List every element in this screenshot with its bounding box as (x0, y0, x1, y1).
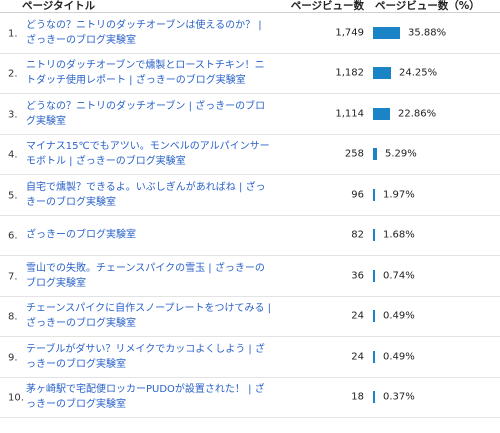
row-rank: 7. (8, 271, 18, 283)
row-page-title-link[interactable]: 自宅で燻製？できるよ。いぶしぎんがあればね | ざっきーのブログ実験室 (26, 181, 266, 208)
row-percent: 0.37% (383, 391, 415, 403)
table-header: ページタイトル ページビュー数 ページビュー数（%） (0, 0, 500, 13)
row-share-bar (373, 269, 375, 282)
row-pageviews: 24 (351, 310, 364, 322)
row-rank: 6. (8, 230, 18, 242)
table-row: 4. マイナス15℃でもアツい。モンベルのアルパインサーモボトル | ざっきーのブ… (0, 135, 500, 175)
header-pageviews[interactable]: ページビュー数 (290, 0, 364, 12)
row-pageviews: 1,114 (335, 108, 364, 120)
pageview-table: ページタイトル ページビュー数 ページビュー数（%） 1. どうなの？ニトリのダッ… (0, 0, 500, 418)
table-body: 1. どうなの？ニトリのダッチオーブンは使えるのか？ | ざっきーのブログ実験室 1… (0, 13, 500, 418)
row-share-bar (373, 107, 390, 120)
row-share-bar (373, 26, 400, 39)
row-share-bar (373, 350, 375, 363)
row-pageviews: 24 (351, 351, 364, 363)
row-page-title-link[interactable]: 茅ヶ崎駅で宅配便ロッカーPUDOが設置された！ | ざっきーのブログ実験室 (26, 384, 265, 411)
table-row: 1. どうなの？ニトリのダッチオーブンは使えるのか？ | ざっきーのブログ実験室 1… (0, 13, 500, 54)
table-row: 10. 茅ヶ崎駅で宅配便ロッカーPUDOが設置された！ | ざっきーのブログ実験室… (0, 378, 500, 418)
row-percent: 24.25% (399, 67, 438, 79)
row-rank: 3. (8, 109, 18, 121)
row-page-title-link[interactable]: テーブルがダサい？リメイクでカッコよくしよう | ざっきーのブログ実験室 (26, 343, 265, 370)
row-pageviews: 82 (351, 229, 364, 241)
row-share-bar (373, 391, 375, 404)
row-percent: 1.68% (383, 229, 415, 241)
row-pageviews: 1,749 (335, 27, 364, 39)
table-row: 5. 自宅で燻製？できるよ。いぶしぎんがあればね | ざっきーのブログ実験室 96 1… (0, 175, 500, 216)
table-row: 9. テーブルがダサい？リメイクでカッコよくしよう | ざっきーのブログ実験室 24… (0, 337, 500, 378)
row-pageviews: 258 (344, 148, 364, 160)
row-page-title-link[interactable]: どうなの？ニトリのダッチオーブン | ざっきーのブログ実験室 (26, 100, 266, 127)
header-pageviews-percent[interactable]: ページビュー数（%） (375, 0, 480, 12)
row-rank: 9. (8, 352, 18, 364)
row-rank: 8. (8, 311, 18, 323)
row-rank: 5. (8, 190, 18, 202)
row-percent: 5.29% (385, 148, 417, 160)
row-page-title-link[interactable]: マイナス15℃でもアツい。モンベルのアルパインサーモボトル | ざっきーのブログ… (26, 141, 270, 168)
row-share-bar (373, 310, 375, 323)
row-percent: 22.86% (398, 108, 437, 120)
row-share-bar (373, 67, 391, 80)
row-pageviews: 1,182 (335, 67, 364, 79)
row-percent: 0.49% (383, 351, 415, 363)
row-page-title-link[interactable]: 雪山での失敗。チェーンスパイクの雪玉 | ざっきーのブログ実験室 (26, 262, 265, 289)
table-row: 7. 雪山での失敗。チェーンスパイクの雪玉 | ざっきーのブログ実験室 36 0.74… (0, 256, 500, 297)
table-row: 8. チェーンスパイクに自作スノープレートをつけてみる | ざっきーのブログ実験室… (0, 297, 500, 337)
row-percent: 0.49% (383, 310, 415, 322)
row-page-title-link[interactable]: ざっきーのブログ実験室 (26, 229, 136, 241)
table-row: 6. ざっきーのブログ実験室 82 1.68% (0, 216, 500, 256)
row-percent: 1.97% (383, 189, 415, 201)
row-page-title-link[interactable]: どうなの？ニトリのダッチオーブンは使えるのか？ | ざっきーのブログ実験室 (26, 19, 262, 46)
row-share-bar (373, 148, 377, 161)
table-row: 3. どうなの？ニトリのダッチオーブン | ざっきーのブログ実験室 1,114 22.… (0, 94, 500, 135)
row-percent: 35.88% (408, 27, 447, 39)
row-pageviews: 36 (351, 270, 364, 282)
header-page-title: ページタイトル (22, 0, 96, 12)
row-share-bar (373, 229, 375, 242)
row-pageviews: 18 (351, 391, 364, 403)
row-rank: 10. (8, 392, 24, 404)
row-rank: 2. (8, 68, 18, 80)
row-share-bar (373, 188, 375, 201)
row-rank: 4. (8, 149, 18, 161)
table-row: 2. ニトリのダッチオーブンで燻製とローストチキン！ニトダッチ使用レポート | ざ… (0, 54, 500, 94)
row-page-title-link[interactable]: ニトリのダッチオーブンで燻製とローストチキン！ニトダッチ使用レポート | ざっき… (26, 60, 265, 87)
row-percent: 0.74% (383, 270, 415, 282)
row-pageviews: 96 (351, 189, 364, 201)
row-page-title-link[interactable]: チェーンスパイクに自作スノープレートをつけてみる | ざっきーのブログ実験室 (26, 303, 272, 330)
row-rank: 1. (8, 28, 18, 40)
